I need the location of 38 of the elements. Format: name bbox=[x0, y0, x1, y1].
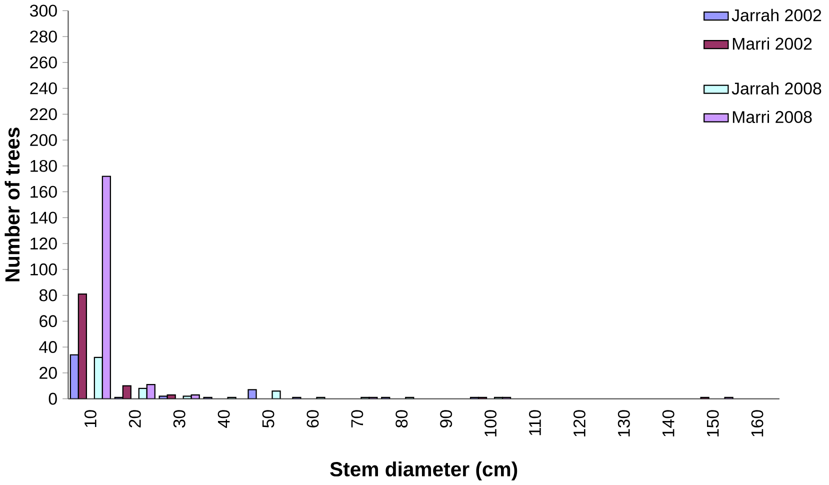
y-tick-label: 220 bbox=[30, 108, 57, 120]
x-tick-label: 130 bbox=[618, 410, 630, 436]
x-tick-label: 110 bbox=[528, 410, 541, 436]
y-tick-label: 280 bbox=[30, 30, 57, 42]
x-axis-title: Stem diameter (cm) bbox=[330, 461, 518, 480]
y-axis-title: Number of trees bbox=[4, 128, 20, 282]
y-tick-label: 180 bbox=[30, 160, 57, 172]
y-tick-label: 140 bbox=[30, 212, 57, 224]
x-tick-label: 80 bbox=[396, 410, 408, 428]
y-tick-label: 60 bbox=[40, 315, 57, 328]
x-tick-label: 10 bbox=[84, 410, 96, 427]
y-tick-label: 300 bbox=[30, 4, 57, 17]
legend-label: Marri 2008 bbox=[732, 110, 812, 123]
y-tick-label: 160 bbox=[30, 186, 57, 198]
x-tick-label: 150 bbox=[706, 410, 719, 436]
x-tick-label: 140 bbox=[662, 410, 674, 436]
x-tick-label: 100 bbox=[484, 410, 497, 436]
x-tick-label: 20 bbox=[128, 410, 141, 428]
x-tick-label: 120 bbox=[573, 410, 586, 436]
y-tick-label: 240 bbox=[30, 82, 57, 94]
legend-label: Jarrah 2008 bbox=[732, 82, 822, 94]
y-tick-label: 200 bbox=[30, 134, 57, 146]
y-tick-label: 120 bbox=[30, 238, 57, 250]
x-tick-label: 40 bbox=[218, 410, 230, 428]
x-tick-label: 90 bbox=[440, 410, 452, 428]
y-tick-label: 100 bbox=[30, 263, 57, 276]
x-tick-label: 70 bbox=[351, 410, 364, 428]
x-tick-label: 160 bbox=[751, 410, 764, 436]
legend-label: Jarrah 2002 bbox=[732, 8, 822, 22]
y-tick-label: 0 bbox=[48, 392, 57, 405]
y-tick-label: 40 bbox=[39, 340, 57, 353]
x-tick-label: 50 bbox=[262, 410, 274, 428]
y-tick-label: 260 bbox=[30, 56, 57, 68]
y-tick-label: 20 bbox=[40, 366, 57, 379]
x-tick-label: 30 bbox=[173, 410, 186, 428]
y-tick-label: 80 bbox=[39, 289, 57, 302]
x-tick-label: 60 bbox=[306, 410, 319, 428]
legend-label: Marri 2002 bbox=[732, 37, 812, 50]
